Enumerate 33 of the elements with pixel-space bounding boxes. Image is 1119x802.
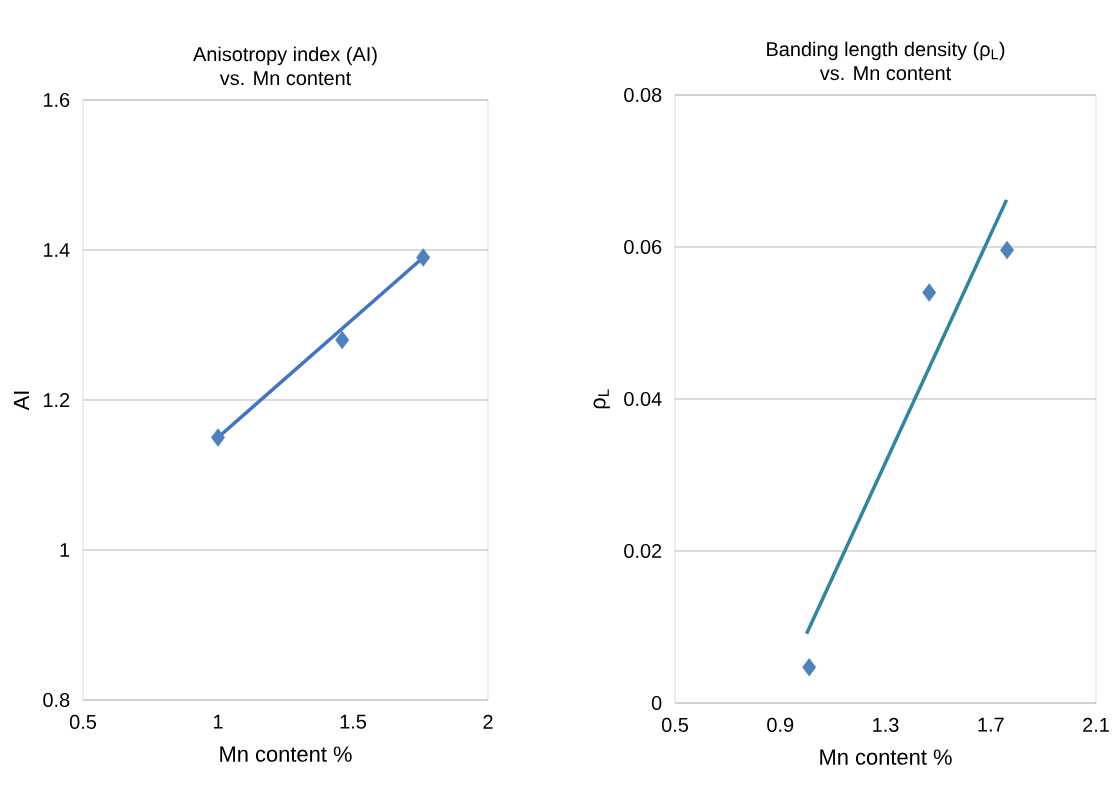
x-tick-label: 1.5: [340, 714, 367, 729]
y-tick-label: 1: [60, 543, 70, 557]
y-tick-label: 0.04: [624, 391, 662, 407]
y-tick-label: 0.08: [624, 87, 662, 103]
x-axis-title: Mn content %: [220, 746, 352, 762]
chart-subtitle: vs. Mn content: [219, 71, 352, 86]
chart-title: Banding length density (ρ$_{L}$): [767, 41, 1005, 61]
x-tick-label: 0.5: [661, 717, 689, 732]
y-tick-label: 0.06: [624, 239, 662, 255]
point: [211, 428, 225, 447]
x-tick-label: 1.3: [873, 717, 899, 732]
x-tick-label: 1.7: [978, 717, 1004, 732]
y-axis-title: AI: [13, 391, 29, 411]
point: [1000, 240, 1015, 260]
x-tick-label: 0.9: [767, 717, 794, 732]
chart-title: Anisotropy index (AI): [193, 46, 377, 66]
y-tick-label: 1.6: [43, 92, 70, 108]
x-axis-title: Mn content %: [820, 749, 952, 765]
x-tick-label: 0.5: [69, 714, 97, 729]
y-tick-label: 0: [651, 695, 662, 711]
y-tick-label: 0.02: [624, 543, 662, 559]
y-tick-label: 1.4: [43, 243, 70, 257]
x-tick-label: 1: [213, 714, 223, 729]
point: [335, 330, 350, 350]
x-tick-label: 2.1: [1083, 717, 1109, 732]
point: [802, 658, 817, 677]
point: [416, 248, 431, 267]
y-tick-label: 0.8: [43, 692, 70, 708]
y-tick-label: 1.2: [43, 393, 70, 407]
point: [922, 283, 937, 302]
chart-subtitle: vs. Mn content: [819, 66, 952, 81]
x-tick-label: 2: [483, 714, 493, 729]
y-axis-title: ρ$_{L}$: [593, 389, 610, 409]
